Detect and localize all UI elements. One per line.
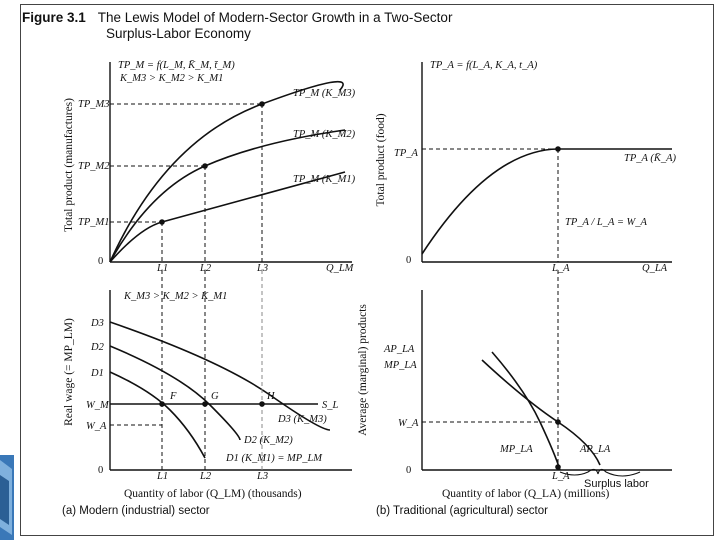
tick-mpla: MP_LA: [383, 360, 417, 371]
curve-d3: [109, 321, 331, 431]
point-wa-right: [555, 419, 561, 425]
point-h: [259, 401, 265, 407]
tick-la-bottom: L_A: [551, 471, 570, 482]
label-point-h: H: [266, 391, 276, 402]
tick-d2: D2: [90, 342, 105, 353]
curve-tp-k3: [109, 80, 344, 263]
point-tpa: [555, 146, 561, 152]
label-apla-curve: AP_LA: [579, 444, 611, 455]
point-la-bottom: [555, 464, 561, 470]
label-d1-mplm: D1 (K_M1) = MP_LM: [225, 453, 323, 464]
function-label-b: TP_A = f(L_A, K_A, t_A): [430, 60, 538, 71]
caption-a: (a) Modern (industrial) sector: [62, 505, 210, 517]
tick-tpm1: TP_M1: [78, 217, 110, 228]
point-f: [159, 401, 165, 407]
y-axis-label-a-bottom: Real wage (= MP_LM): [63, 318, 75, 426]
decorative-side-bar: [0, 455, 14, 540]
panel-b-top: TP_A = f(L_A, K_A, t_A) Total product (f…: [375, 60, 677, 274]
label-tpa-ka: TP_A (K̄_A): [624, 152, 677, 164]
capital-order-a-top: K_M3 > K_M2 > K_M1: [119, 73, 223, 84]
tick-l3-bottom: L3: [256, 471, 268, 482]
figure-title-line1: The Lewis Model of Modern-Sector Growth …: [97, 10, 453, 25]
surplus-labor-brace: [559, 468, 641, 477]
tick-d3: D3: [90, 318, 104, 329]
figure-title-line2: Surplus-Labor Economy: [106, 26, 251, 41]
tick-l3-top: L3: [256, 263, 268, 274]
tick-l2-top: L2: [199, 263, 212, 274]
y-axis-label-a-top: Total product (manufactures): [63, 98, 75, 232]
curve-d1: [109, 371, 206, 459]
x-axis-label-a: Quantity of labor (Q_LM) (thousands): [124, 488, 302, 500]
label-tp-k3: TP_M (K_M3): [293, 88, 356, 99]
curve-tp-k2: [109, 129, 346, 263]
origin-b-bottom: 0: [406, 465, 411, 476]
point-tp1: [159, 219, 165, 225]
label-point-g: G: [211, 391, 219, 402]
label-supply-sl: S_L: [322, 400, 339, 411]
y-axis-label-b-top: Total product (food): [375, 113, 387, 206]
panel-a-top: TP_M = f(L_M, K̄_M, t̄_M) K_M3 > K_M2 > …: [63, 59, 356, 274]
curve-tpa: [421, 148, 559, 255]
origin-a-bottom: 0: [98, 465, 103, 476]
label-d2-k2: D2 (K_M2): [243, 435, 293, 446]
label-d3-k3: D3 (K_M3): [277, 414, 327, 425]
curve-tp-k1: [109, 171, 346, 263]
label-mpla-curve: MP_LA: [499, 444, 533, 455]
panel-b-bottom: Average (marginal) products AP_LA MP_LA …: [357, 270, 672, 517]
tick-tpm3: TP_M3: [78, 99, 110, 110]
point-tp3: [259, 101, 265, 107]
tick-apla: AP_LA: [383, 344, 415, 355]
tick-l2-bottom: L2: [199, 471, 212, 482]
function-label-a: TP_M = f(L_M, K̄_M, t̄_M): [118, 59, 235, 71]
y-axis-label-b-bottom: Average (marginal) products: [357, 304, 369, 436]
x-label-qla: Q_LA: [642, 263, 668, 274]
x-label-qlm: Q_LM: [326, 263, 355, 274]
tick-la-top: L_A: [551, 263, 570, 274]
caption-b: (b) Traditional (agricultural) sector: [376, 505, 548, 517]
tick-l1-bottom: L1: [156, 471, 168, 482]
label-point-f: F: [169, 391, 177, 402]
tick-d1: D1: [90, 368, 104, 379]
figure-number: Figure 3.1: [22, 10, 86, 25]
origin-a-top: 0: [98, 256, 103, 267]
tick-wa-left: W_A: [86, 421, 107, 432]
panel-a-bottom: K_M3 > K_M2 > K_M1 Real wage (= MP_LM) D…: [62, 270, 352, 517]
point-g: [202, 401, 208, 407]
point-tp2: [202, 163, 208, 169]
label-surplus-labor: Surplus labor: [584, 478, 649, 490]
tick-wa-right: W_A: [398, 418, 419, 429]
tick-tpm2: TP_M2: [78, 161, 110, 172]
figure-title: Figure 3.1 The Lewis Model of Modern-Sect…: [22, 10, 453, 41]
label-tp-k2: TP_M (K_M2): [293, 129, 356, 140]
capital-order-a-bottom: K_M3 > K_M2 > K_M1: [123, 291, 227, 302]
tick-wm: W_M: [86, 400, 110, 411]
origin-b-top: 0: [406, 255, 411, 266]
curve-mpla: [491, 351, 561, 471]
figure-frame: [20, 4, 714, 536]
label-tpa-over-la: TP_A / L_A = W_A: [565, 217, 648, 228]
tick-l1-top: L1: [156, 263, 168, 274]
tick-tpa: TP_A: [394, 148, 419, 159]
label-tp-k1: TP_M (K_M1): [293, 174, 356, 185]
x-axis-label-b: Quantity of labor (Q_LA) (millions): [442, 488, 610, 500]
